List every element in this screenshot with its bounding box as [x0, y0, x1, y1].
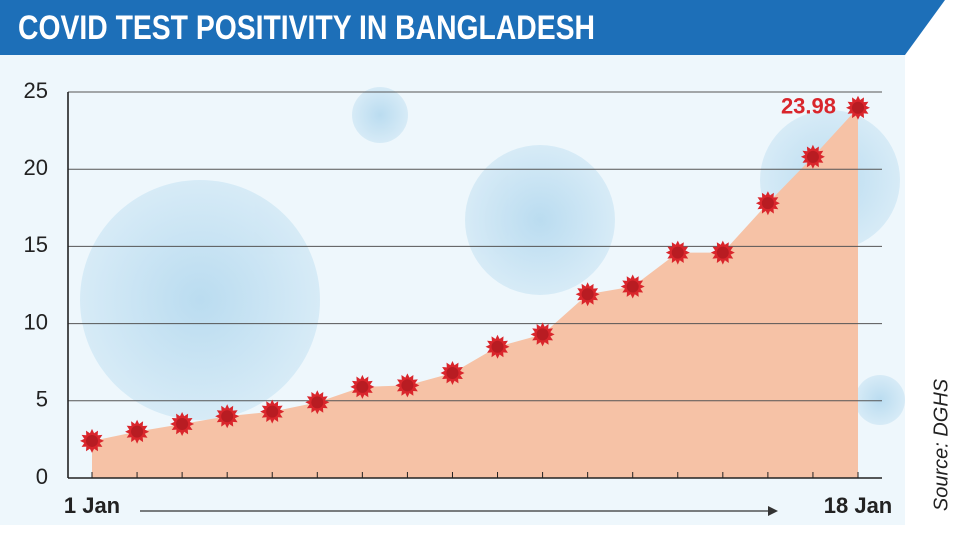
point-core — [671, 246, 684, 259]
y-tick-label: 0 — [36, 464, 48, 489]
data-label: 23.98 — [781, 94, 836, 119]
point-core — [581, 288, 594, 301]
chart-title: COVID TEST POSITIVITY IN BANGLADESH — [18, 9, 595, 47]
point-core — [401, 379, 414, 392]
point-core — [852, 101, 864, 114]
point-core — [131, 425, 144, 438]
point-core — [761, 197, 774, 210]
point-core — [266, 405, 279, 418]
y-tick-label: 5 — [36, 387, 48, 412]
y-tick-label: 10 — [24, 309, 48, 334]
point-core — [491, 340, 504, 353]
source-note: Source: DGHS — [930, 378, 952, 511]
point-core — [806, 150, 819, 163]
y-tick-label: 25 — [24, 78, 48, 103]
point-core — [536, 328, 549, 341]
point-core — [626, 280, 639, 293]
area — [92, 107, 858, 478]
title-bar — [0, 0, 945, 55]
point-core — [446, 367, 459, 380]
point-core — [86, 434, 98, 447]
x-tick-label: 1 Jan — [64, 493, 120, 518]
x-arrow-head — [768, 506, 778, 516]
virus-decoration — [80, 87, 905, 425]
y-tick-label: 15 — [24, 232, 48, 257]
point-core — [311, 396, 324, 409]
point-core — [221, 410, 234, 423]
y-tick-label: 20 — [24, 155, 48, 180]
point-core — [176, 417, 189, 430]
point-core — [716, 246, 729, 259]
point-core — [356, 380, 369, 393]
x-tick-label: 18 Jan — [824, 493, 893, 518]
